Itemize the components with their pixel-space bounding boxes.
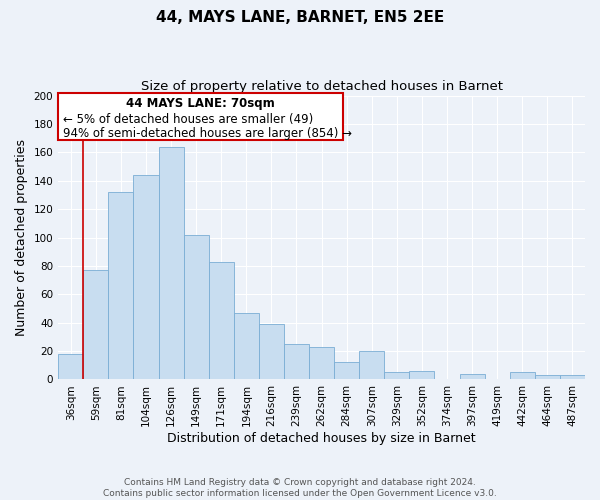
- Text: Contains HM Land Registry data © Crown copyright and database right 2024.
Contai: Contains HM Land Registry data © Crown c…: [103, 478, 497, 498]
- Bar: [209, 262, 234, 380]
- Bar: [560, 375, 585, 380]
- Bar: [334, 362, 359, 380]
- Text: 94% of semi-detached houses are larger (854) →: 94% of semi-detached houses are larger (…: [64, 127, 352, 140]
- Text: 44 MAYS LANE: 70sqm: 44 MAYS LANE: 70sqm: [126, 97, 275, 110]
- Bar: [385, 372, 409, 380]
- Bar: [460, 374, 485, 380]
- Bar: [83, 270, 109, 380]
- Bar: [510, 372, 535, 380]
- Bar: [58, 354, 83, 380]
- Bar: [259, 324, 284, 380]
- Bar: [234, 312, 259, 380]
- Bar: [359, 351, 385, 380]
- X-axis label: Distribution of detached houses by size in Barnet: Distribution of detached houses by size …: [167, 432, 476, 445]
- Bar: [184, 234, 209, 380]
- Bar: [309, 347, 334, 380]
- Bar: [158, 146, 184, 380]
- Y-axis label: Number of detached properties: Number of detached properties: [15, 139, 28, 336]
- Bar: [409, 371, 434, 380]
- Bar: [133, 175, 158, 380]
- Bar: [535, 375, 560, 380]
- Title: Size of property relative to detached houses in Barnet: Size of property relative to detached ho…: [140, 80, 503, 93]
- Bar: [109, 192, 133, 380]
- Text: 44, MAYS LANE, BARNET, EN5 2EE: 44, MAYS LANE, BARNET, EN5 2EE: [156, 10, 444, 25]
- FancyBboxPatch shape: [58, 92, 343, 140]
- Text: ← 5% of detached houses are smaller (49): ← 5% of detached houses are smaller (49): [64, 112, 314, 126]
- Bar: [284, 344, 309, 380]
